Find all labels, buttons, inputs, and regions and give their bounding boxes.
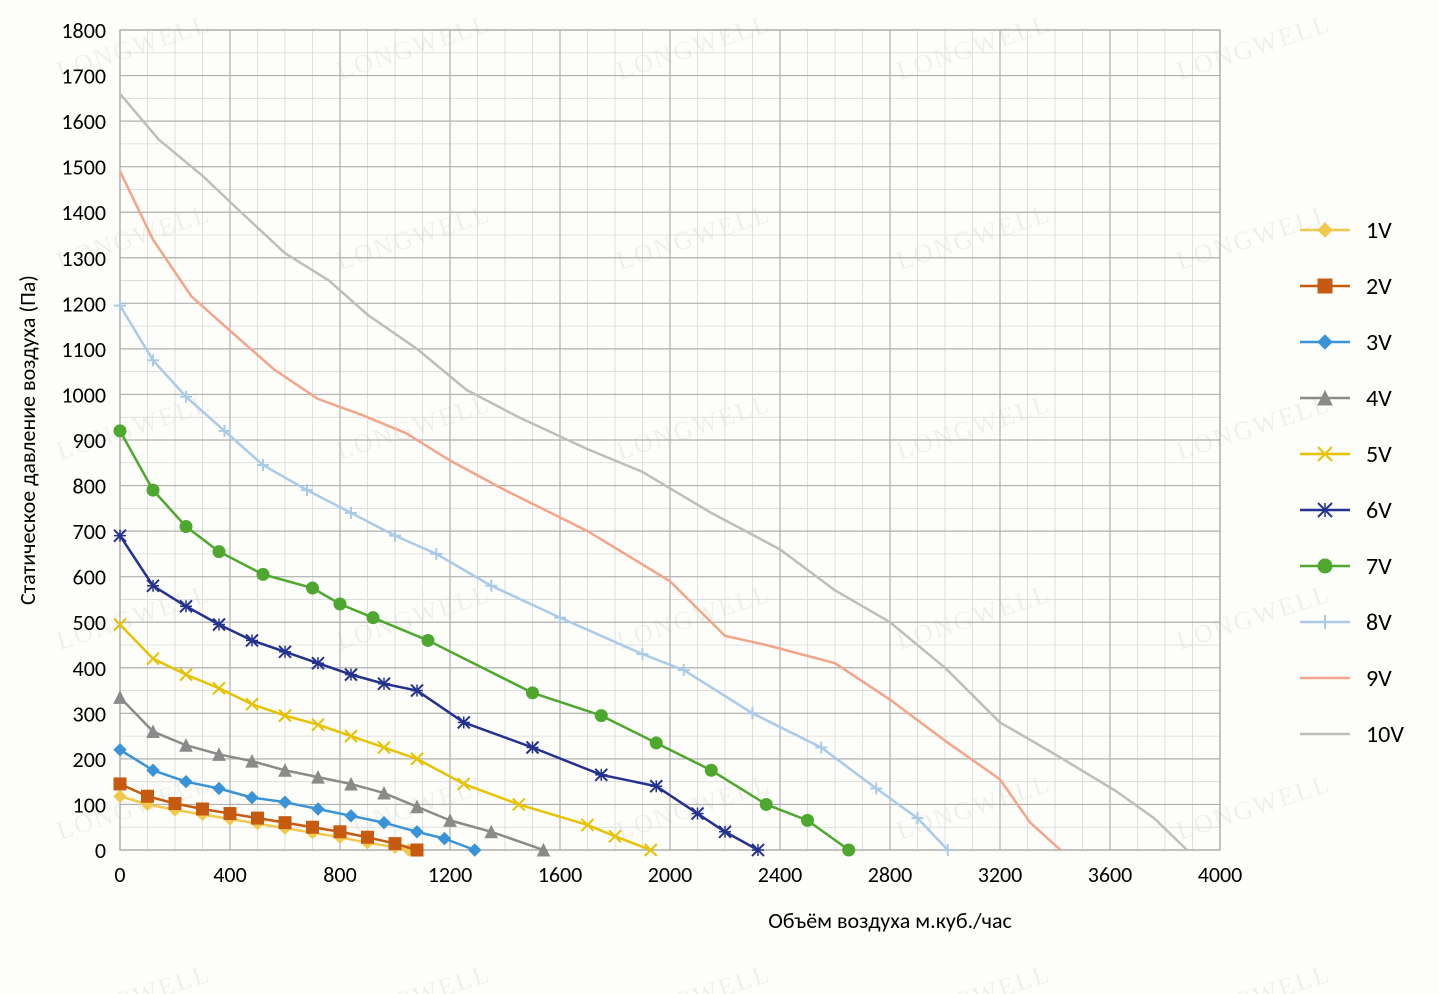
svg-text:1300: 1300 — [61, 245, 106, 272]
svg-text:1500: 1500 — [61, 154, 106, 181]
svg-text:1200: 1200 — [61, 290, 106, 317]
svg-text:2800: 2800 — [868, 861, 913, 888]
svg-text:600: 600 — [73, 564, 106, 591]
legend-label-6V: 6V — [1366, 496, 1392, 525]
legend-label-2V: 2V — [1366, 272, 1392, 301]
x-axis-label: Объём воздуха м.куб./час — [768, 907, 1012, 934]
svg-text:400: 400 — [73, 655, 106, 682]
svg-text:200: 200 — [73, 746, 106, 773]
svg-text:1400: 1400 — [61, 199, 106, 226]
legend-label-5V: 5V — [1366, 440, 1392, 469]
svg-text:1600: 1600 — [538, 861, 583, 888]
svg-text:500: 500 — [73, 609, 106, 636]
svg-text:1200: 1200 — [428, 861, 473, 888]
legend-label-3V: 3V — [1366, 328, 1392, 357]
svg-text:800: 800 — [323, 861, 356, 888]
svg-text:1000: 1000 — [61, 381, 106, 408]
svg-text:2400: 2400 — [758, 861, 803, 888]
y-axis-label: Статическое давление воздуха (Па) — [14, 275, 41, 605]
svg-text:3600: 3600 — [1088, 861, 1133, 888]
svg-text:3200: 3200 — [978, 861, 1023, 888]
fan-curve-chart: LONGWELLLONGWELLLONGWELLLONGWELLLONGWELL… — [0, 0, 1439, 994]
svg-text:800: 800 — [73, 473, 106, 500]
svg-text:0: 0 — [95, 837, 106, 864]
legend-label-4V: 4V — [1366, 384, 1392, 413]
svg-text:1700: 1700 — [61, 63, 106, 90]
svg-text:300: 300 — [73, 700, 106, 727]
legend-label-8V: 8V — [1366, 608, 1392, 637]
svg-text:1600: 1600 — [61, 108, 106, 135]
svg-text:2000: 2000 — [648, 861, 693, 888]
legend-label-9V: 9V — [1366, 664, 1392, 693]
svg-text:400: 400 — [213, 861, 246, 888]
legend-label-1V: 1V — [1366, 216, 1392, 245]
svg-text:1800: 1800 — [61, 17, 106, 44]
svg-text:700: 700 — [73, 518, 106, 545]
svg-text:4000: 4000 — [1198, 861, 1243, 888]
svg-text:0: 0 — [114, 861, 125, 888]
legend-label-7V: 7V — [1366, 552, 1392, 581]
legend-label-10V: 10V — [1366, 720, 1404, 749]
svg-text:900: 900 — [73, 427, 106, 454]
svg-text:100: 100 — [73, 791, 106, 818]
svg-text:1100: 1100 — [61, 336, 106, 363]
